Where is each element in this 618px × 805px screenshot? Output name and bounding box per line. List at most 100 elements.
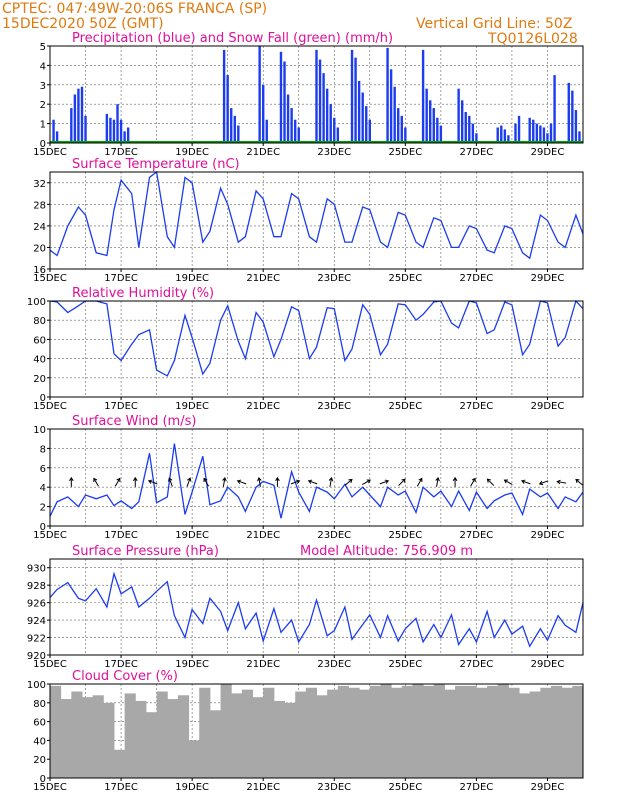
cloud-bar	[476, 687, 488, 778]
precip-bar	[457, 88, 460, 143]
press-xtick-label: 23DEC	[317, 659, 351, 670]
wind-ytick-label: 0	[40, 522, 46, 533]
wind-xtick-label: 23DEC	[317, 530, 351, 541]
humid-ytick-label: 40	[33, 355, 46, 366]
cloud-bar	[529, 691, 541, 778]
press-xtick-label: 17DEC	[104, 659, 138, 670]
wind-vector-arrow	[503, 479, 513, 486]
precip-bar	[549, 123, 553, 143]
precip-bar	[514, 123, 517, 143]
wind-vector-arrow	[236, 479, 247, 485]
wind-vector-arrow	[114, 477, 121, 487]
cloud-ytick-label: 80	[33, 699, 46, 710]
header-run-time: 15DEC2020 50Z (GMT)	[2, 16, 164, 32]
precip-bar	[350, 49, 354, 143]
precip-bar	[460, 100, 464, 143]
wind-vector-arrow	[93, 477, 99, 487]
cloud-xtick-label: 25DEC	[388, 782, 422, 793]
wind-vector-head	[132, 476, 138, 482]
humid-ytick-label: 20	[33, 374, 46, 385]
cloud-bar	[561, 687, 573, 778]
precip-bar	[109, 117, 112, 143]
cloud-xtick-label: 23DEC	[317, 782, 351, 793]
cloud-bar	[572, 685, 584, 778]
wind-vector-shaft	[148, 480, 158, 485]
precip-bar	[475, 133, 478, 143]
cloud-bar	[465, 685, 477, 778]
precip-bar	[574, 110, 578, 143]
humid-series-line	[49, 299, 584, 377]
cloud-bar	[540, 687, 552, 778]
precip-bar	[286, 94, 290, 143]
wind-vector-arrow	[307, 479, 318, 485]
wind-vector-shaft	[114, 478, 121, 487]
cloud-bar	[305, 687, 317, 778]
cloud-bar	[433, 684, 445, 778]
precip-bar	[258, 46, 261, 143]
wind-xtick-label: 27DEC	[460, 530, 494, 541]
precip-bar	[105, 113, 109, 143]
press-title: Surface Pressure (hPa)	[72, 544, 219, 559]
wind-vector-head	[187, 477, 192, 482]
precip-bar	[539, 125, 542, 143]
cloud-bar	[519, 693, 531, 778]
wind-vector-arrow	[203, 477, 210, 487]
precip-bar	[329, 104, 332, 143]
humid-xtick-label: 25DEC	[388, 401, 422, 412]
cloud-bar	[348, 687, 360, 778]
temp-title: Surface Temperature (nC)	[72, 157, 240, 172]
temp-panel: 16 20 24 28 32 15DEC 17DEC 19DEC 21DEC 23DEC 25DEC…	[33, 157, 584, 284]
wind-vector-head	[556, 479, 561, 485]
press-frame	[49, 558, 584, 656]
press-ytick-label: 928	[27, 581, 46, 592]
precip-bar	[503, 129, 507, 143]
precip-bar	[84, 115, 87, 143]
precip-bar	[468, 115, 471, 143]
cloud-bar	[231, 693, 243, 778]
cloud-bar	[241, 689, 254, 778]
cloud-bar	[369, 685, 381, 778]
wind-vector-shaft	[237, 480, 247, 485]
humid-xtick-label: 17DEC	[104, 401, 138, 412]
cloud-bar	[551, 685, 563, 778]
cloud-bar	[380, 684, 392, 778]
wind-vector-head	[275, 476, 280, 482]
wind-vector-shaft	[329, 477, 332, 487]
precip-xtick-label: 29DEC	[531, 147, 565, 158]
wind-vector-arrow	[362, 479, 371, 486]
wind-ytick-label: 4	[40, 483, 46, 494]
cloud-bar	[444, 689, 456, 778]
precip-bar	[567, 82, 570, 143]
precip-xtick-label: 21DEC	[246, 147, 280, 158]
temp-xtick-label: 17DEC	[104, 273, 138, 284]
precip-ytick-label: 0	[40, 139, 46, 150]
precip-xtick-label: 15DEC	[33, 147, 67, 158]
wind-vector-arrow	[538, 480, 549, 486]
humid-xtick-label: 29DEC	[531, 401, 565, 412]
precip-bar	[425, 88, 428, 143]
wind-vector-arrow	[328, 476, 334, 487]
wind-ytick-label: 10	[33, 425, 46, 436]
precip-panel: 0 1 2 3 4 5 15DEC 17DEC 19DEC 21DEC 23DEC 25DEC 27DE…	[33, 31, 584, 158]
precip-bar	[77, 88, 80, 143]
cloud-title: Cloud Cover (%)	[72, 669, 178, 684]
wind-vector-arrow	[168, 477, 173, 487]
precip-bar	[126, 127, 130, 143]
cloud-bar	[220, 684, 232, 778]
wind-vector-shaft	[436, 477, 439, 487]
wind-vector-head	[69, 476, 74, 482]
precip-bar	[386, 47, 389, 143]
wind-xtick-label: 21DEC	[246, 530, 280, 541]
precip-bar	[52, 119, 55, 143]
wind-vector-arrow	[470, 477, 476, 487]
press-xtick-label: 27DEC	[460, 659, 494, 670]
cloud-xtick-label: 17DEC	[104, 782, 138, 793]
header-location: CPTEC: 047:49W-20:06S FRANCA (SP)	[2, 1, 267, 17]
wind-vector-shaft	[168, 477, 173, 487]
wind-series-line	[49, 443, 584, 519]
wind-vector-shaft	[290, 480, 300, 485]
wind-vector-shaft	[379, 480, 389, 485]
precip-bar	[553, 75, 556, 143]
